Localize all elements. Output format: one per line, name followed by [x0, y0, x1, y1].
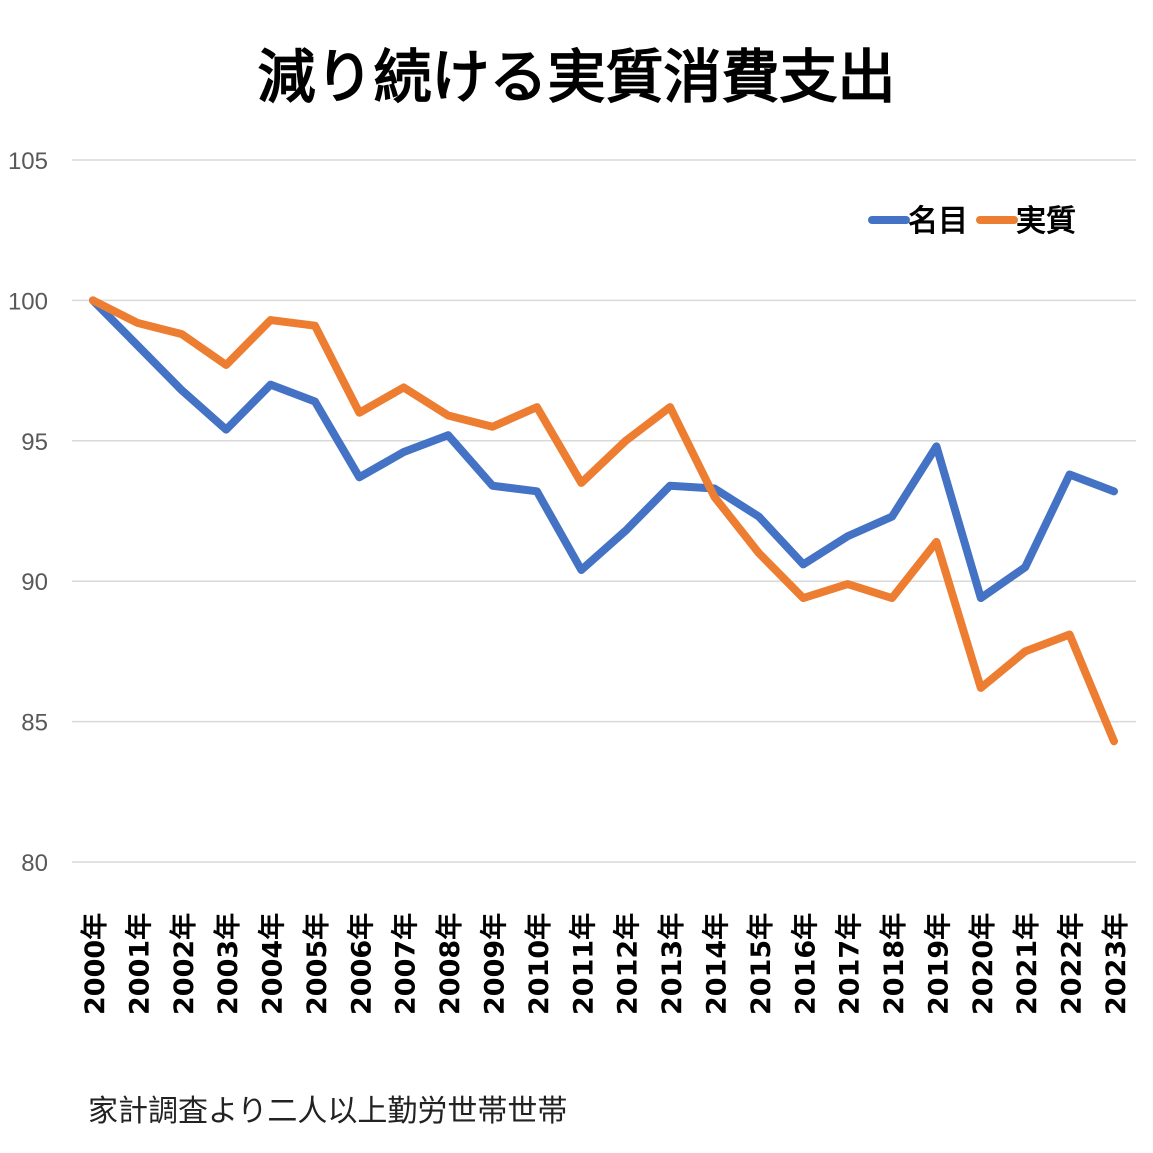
x-tick-label: 2003年 — [212, 913, 244, 1015]
x-tick-label: 2020年 — [967, 913, 999, 1015]
y-tick-label: 105 — [8, 148, 48, 175]
x-tick-label: 2013年 — [656, 913, 688, 1015]
x-tick-label: 2018年 — [878, 913, 910, 1015]
legend-label: 実質 — [1016, 204, 1076, 239]
chart-title: 減り続ける実質消費支出 — [257, 43, 896, 111]
x-tick-label: 2001年 — [123, 913, 155, 1015]
legend-label: 名目 — [908, 204, 968, 239]
x-tick-label: 2022年 — [1056, 913, 1088, 1015]
x-tick-label: 2021年 — [1011, 913, 1043, 1015]
x-tick-label: 2007年 — [390, 913, 422, 1015]
x-tick-label: 2015年 — [745, 913, 777, 1015]
x-tick-label: 2009年 — [479, 913, 511, 1015]
source-note: 家計調査より二人以上勤労世帯世帯 — [88, 1094, 568, 1129]
x-tick-label: 2012年 — [612, 913, 644, 1015]
x-tick-label: 2017年 — [834, 913, 866, 1015]
x-tick-label: 2005年 — [301, 913, 333, 1015]
x-tick-label: 2014年 — [700, 913, 732, 1015]
x-tick-label: 2011年 — [567, 913, 599, 1015]
x-tick-label: 2000年 — [79, 913, 111, 1015]
y-tick-label: 95 — [21, 429, 48, 456]
x-tick-label: 2023年 — [1100, 913, 1132, 1015]
series-line-実質 — [89, 296, 1118, 746]
y-tick-label: 80 — [21, 850, 48, 877]
x-tick-label: 2016年 — [789, 913, 821, 1015]
x-tick-label: 2002年 — [168, 913, 200, 1015]
x-tick-label: 2008年 — [434, 913, 466, 1015]
y-tick-label: 90 — [21, 569, 48, 596]
x-tick-label: 2004年 — [257, 913, 289, 1015]
x-tick-label: 2006年 — [345, 913, 377, 1015]
x-tick-label: 2019年 — [922, 913, 954, 1015]
series-line-名目 — [89, 296, 1118, 603]
x-tick-label: 2010年 — [523, 913, 555, 1015]
y-tick-label: 85 — [21, 710, 48, 737]
y-tick-label: 100 — [8, 288, 48, 315]
